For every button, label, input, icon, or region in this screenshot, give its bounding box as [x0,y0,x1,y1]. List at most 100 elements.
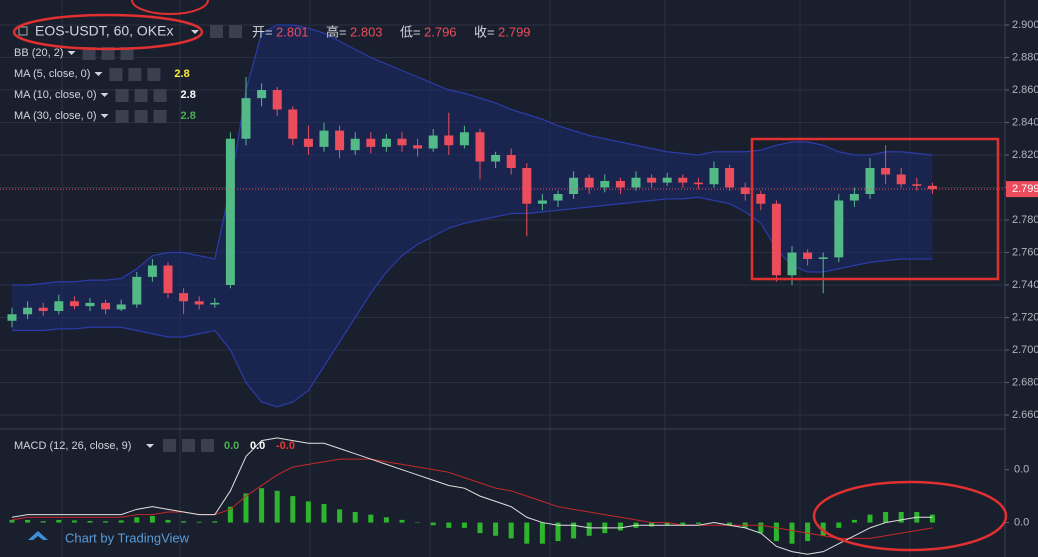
icon[interactable] [115,110,129,123]
icon[interactable] [109,68,123,81]
candle-body [319,130,329,147]
candle-body [303,138,313,147]
candle-body [225,138,235,285]
dropdown[interactable] [100,93,109,97]
macd-histogram [134,517,140,523]
dropdown[interactable] [67,51,76,55]
watermark[interactable]: Chart by TradingView [65,530,190,545]
dropdown[interactable] [191,30,199,34]
candle-body [23,307,33,315]
macd-histogram [227,506,233,523]
candle-body [272,90,282,110]
icon[interactable] [128,68,142,81]
macd-value: -0.0 [276,440,295,452]
icon[interactable] [120,47,134,60]
indicator-value: 2.8 [181,110,196,122]
candle-body [335,130,345,151]
macd-histogram [165,519,171,523]
icon[interactable] [182,439,195,452]
macd-histogram [883,511,889,523]
indicator-name: MA (10, close, 0) [14,89,97,101]
dropdown[interactable] [100,114,109,118]
candle-body [85,302,95,307]
candle-body [896,174,906,185]
icon[interactable] [153,110,167,123]
icon[interactable] [153,89,167,102]
macd-histogram [352,511,358,523]
candle-body [740,187,750,194]
ohlc-value: 2.799 [498,24,531,39]
macd-histogram [695,522,701,524]
candle-body [756,194,766,204]
macd-histogram [571,522,577,539]
macd-histogram [87,520,93,523]
annotation-ellipse [12,13,204,51]
icon[interactable] [82,47,96,60]
candle-body [54,301,64,311]
macd-histogram [773,522,779,542]
macd-histogram [929,514,935,523]
annotation-ellipse [812,480,1008,552]
macd-histogram [461,522,467,528]
ohlc-label: 收= [474,24,495,39]
icon[interactable] [101,47,115,60]
candle-body [693,182,703,185]
macd-histogram [836,522,842,528]
macd-histogram [867,514,873,523]
candle-body [865,168,875,194]
macd-histogram [181,521,187,523]
y-tick-label: 2.700 [1012,344,1038,356]
macd-histogram [430,522,436,526]
macd-histogram [103,521,109,523]
icon[interactable] [134,110,148,123]
last-price-box [1006,181,1038,198]
candle-body [241,98,251,139]
ohlc-value: 2.803 [350,24,383,39]
icon[interactable] [134,89,148,102]
icon[interactable] [229,25,242,38]
macd-histogram [493,522,499,536]
icon[interactable] [163,439,176,452]
candle-body [615,181,625,188]
macd-histogram [727,522,733,526]
candle-body [631,177,641,188]
candle-body [194,301,204,305]
icon[interactable] [115,89,129,102]
plot: 2.6602.6802.7002.7202.7402.7602.7802.800… [0,19,1038,555]
bb-upper [12,24,933,286]
icon[interactable] [147,68,161,81]
macd-histogram [259,488,265,523]
candle-body [397,138,407,146]
dropdown[interactable] [146,444,154,448]
candle-body [522,168,532,204]
ohlc-legend: 开= 2.801 高= 2.803 低= 2.796 收= 2.799 [252,24,531,39]
ohlc-label: 低= [400,24,421,39]
candle-body [725,168,735,188]
macd-histogram [212,521,218,523]
candle-body [771,203,781,276]
collapse-icon[interactable] [18,26,28,36]
y-tick-label: 2.660 [1012,409,1038,421]
macd-histogram [477,522,483,534]
ohlc-label: 开= [252,24,273,39]
macd-histogram [9,519,15,523]
y-tick-label: 2.740 [1012,279,1038,291]
macd-histogram [368,514,374,523]
candle-body [475,132,485,162]
macd-histogram [820,522,826,536]
logo [28,531,48,540]
ohlc-value: 2.796 [424,24,457,39]
macd-values: 0.0 0.0 -0.0 [224,440,295,452]
dropdown[interactable] [94,72,103,76]
icon[interactable] [210,25,223,38]
macd-histogram [555,522,561,542]
icon[interactable] [201,439,214,452]
macd-histogram [617,522,623,531]
y-tick-label: 2.820 [1012,149,1038,161]
macd-value: 0.0 [224,440,239,452]
macd-histogram [586,522,592,536]
macd-histogram [40,521,46,523]
indicator-name: BB (20, 2) [14,47,64,59]
macd-histogram [118,520,124,523]
candle-body [803,252,813,259]
